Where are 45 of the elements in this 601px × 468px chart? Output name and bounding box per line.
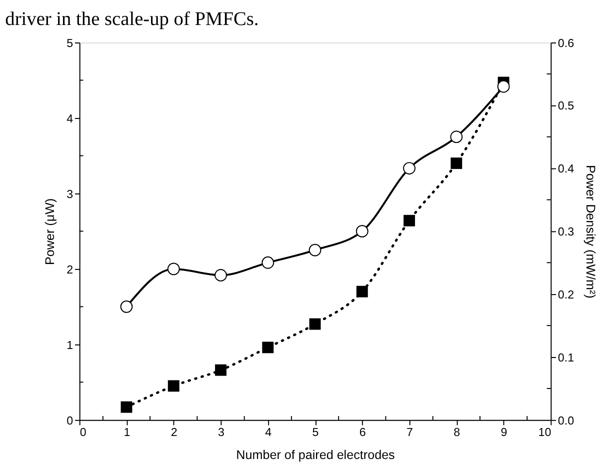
y2-tick-label: 0.4	[558, 162, 575, 176]
point	[356, 224, 368, 238]
x-tick-label: 0	[80, 426, 86, 439]
x-tick-label: 6	[359, 426, 366, 439]
x-tick-label: 1	[124, 426, 130, 439]
point	[356, 286, 368, 298]
y2-tick-label: 0.5	[558, 100, 574, 113]
x-tick-label: 2	[170, 426, 178, 439]
x-tick-label: 10	[538, 426, 552, 439]
y-tick-label: 5	[66, 36, 74, 50]
y2-tick-label: 0.3	[558, 226, 574, 239]
y-tick-label: 4	[66, 112, 74, 126]
point	[497, 80, 510, 93]
point	[450, 130, 463, 144]
y2-tick-label: 0.6	[558, 36, 574, 50]
y2-tick-label: 0.0	[558, 414, 574, 428]
point	[404, 214, 416, 226]
x-tick-label: 7	[406, 426, 413, 439]
point	[262, 342, 274, 354]
point	[450, 158, 462, 169]
x-tick-label: 3	[218, 426, 224, 439]
x-tick-label: 8	[454, 426, 460, 439]
y-tick-label: 1	[66, 338, 74, 352]
x-tick-label: 9	[500, 426, 508, 439]
x-tick-label: 4	[265, 426, 272, 439]
point	[120, 401, 132, 413]
point	[262, 256, 274, 269]
point	[167, 262, 180, 276]
y2-tick-label: 0.1	[558, 351, 574, 364]
point	[120, 300, 133, 313]
point	[308, 244, 322, 256]
y-tick-label: 3	[66, 188, 74, 201]
x-axis-title: Number of paired electrodes	[236, 448, 395, 462]
y-tick-label: 0	[66, 414, 74, 428]
point	[403, 162, 416, 174]
point	[214, 269, 227, 282]
x-tick-label: 5	[312, 426, 319, 439]
point	[309, 318, 321, 330]
y2-axis-title: Power Density (mW/m²)	[584, 164, 598, 298]
y-tick-label: 2	[66, 263, 74, 276]
y2-tick-label: 0.2	[558, 288, 574, 302]
point	[215, 364, 226, 376]
point	[168, 380, 180, 392]
y-axis-title: Power (μW)	[43, 198, 58, 266]
text: driver in the scale-up of PMFCs.	[5, 9, 259, 30]
